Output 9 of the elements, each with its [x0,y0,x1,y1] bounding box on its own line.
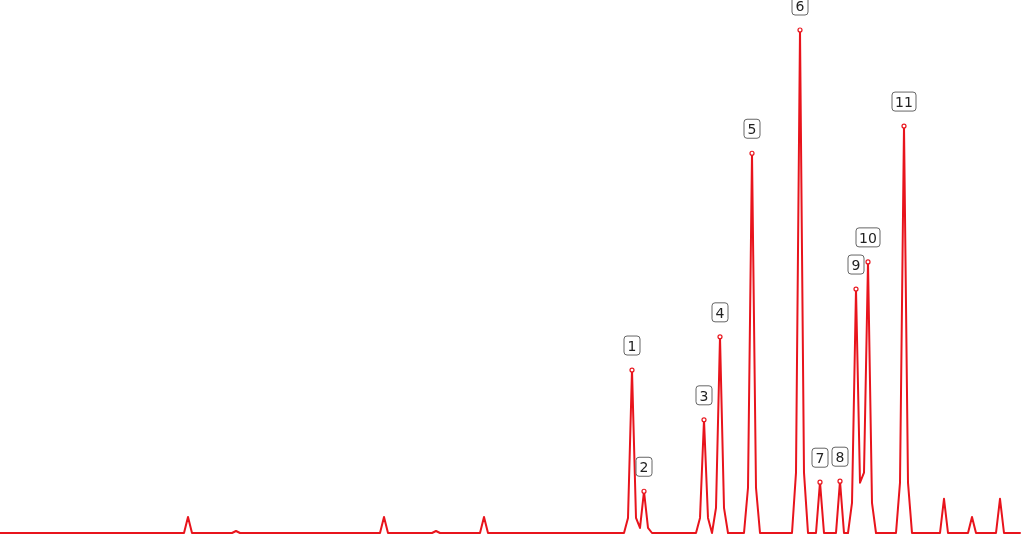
annotation: 7 [815,450,825,467]
annotation: 6 [795,0,805,14]
annotation: 1 [627,338,637,355]
annotation: 2 [639,459,649,476]
annotation: 4 [715,304,725,321]
annotation: 5 [747,121,757,138]
annotation: 9 [851,257,861,274]
annotation: 3 [699,387,709,404]
annotation: 8 [835,449,845,466]
